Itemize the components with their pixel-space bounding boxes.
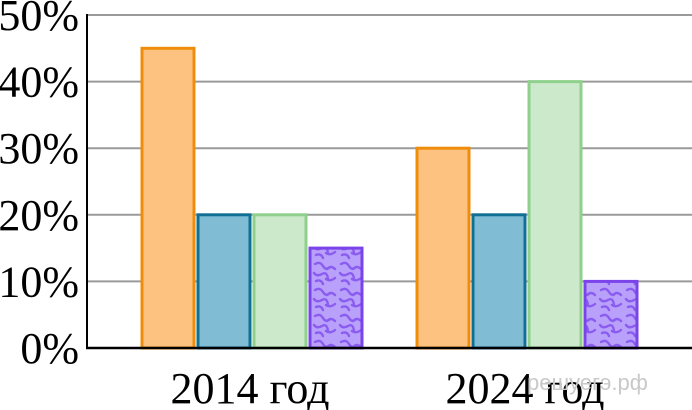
y-tick-label: 0% bbox=[20, 324, 79, 373]
y-tick-label: 20% bbox=[0, 191, 79, 240]
category-labels: 2014 год 2024 год bbox=[170, 364, 604, 410]
bar bbox=[140, 46, 196, 350]
y-tick-label: 40% bbox=[0, 58, 79, 107]
bar bbox=[583, 279, 639, 350]
bar bbox=[527, 80, 583, 350]
y-tick-label: 10% bbox=[0, 257, 79, 306]
bar bbox=[196, 213, 252, 350]
bars bbox=[140, 46, 639, 350]
bar bbox=[252, 213, 308, 350]
y-tick-label: 30% bbox=[0, 124, 79, 173]
axes bbox=[86, 14, 692, 350]
y-tick-labels: 0% 10% 20% 30% 40% 50% bbox=[0, 0, 79, 373]
bar bbox=[415, 146, 471, 350]
watermark: решуегэ.рф bbox=[527, 370, 648, 395]
y-tick-label: 50% bbox=[0, 0, 79, 40]
bar bbox=[308, 246, 364, 350]
category-label: 2024 год bbox=[445, 364, 604, 410]
bar bbox=[471, 213, 527, 350]
category-label: 2014 год bbox=[170, 364, 329, 410]
